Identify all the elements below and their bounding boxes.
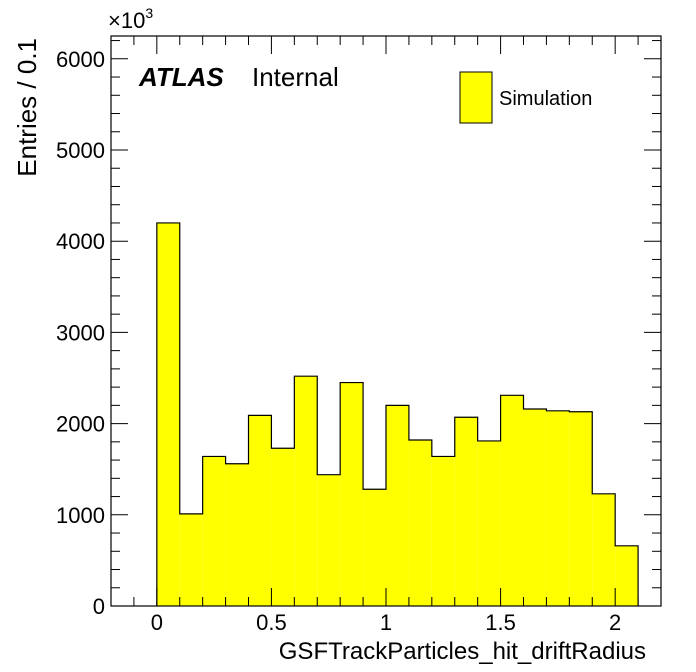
histogram-bin xyxy=(500,395,524,606)
histogram-bin xyxy=(569,411,593,606)
histogram-bin xyxy=(592,493,616,606)
histogram-bin xyxy=(386,405,409,606)
histogram-bin xyxy=(248,415,272,606)
y-axis-label: Entries / 0.1 xyxy=(12,38,42,177)
histogram-bin xyxy=(477,440,501,606)
histogram-bin xyxy=(431,456,455,606)
y-tick-label: 4000 xyxy=(56,229,105,254)
histogram-bin xyxy=(340,382,364,606)
histogram-bin xyxy=(271,448,295,606)
atlas-status-label: Internal xyxy=(252,62,339,92)
x-tick-label: 2 xyxy=(609,610,621,635)
histogram-bin xyxy=(179,513,203,606)
tick-marks xyxy=(110,36,662,607)
y-tick-label: 3000 xyxy=(56,320,105,345)
x-axis-label: GSFTrackParticles_hit_driftRadius xyxy=(279,638,646,665)
histogram-bin xyxy=(225,463,249,606)
histogram-bin xyxy=(317,474,341,606)
histogram-bin xyxy=(202,456,226,606)
x-tick-label: 1 xyxy=(380,610,392,635)
histogram-bin xyxy=(454,417,478,606)
legend-label: Simulation xyxy=(499,88,592,110)
atlas-label: ATLAS xyxy=(138,62,224,92)
histogram-bin xyxy=(408,440,432,606)
histogram-bin xyxy=(615,545,639,606)
x-tick-label: 0.5 xyxy=(256,610,287,635)
x-tick-label: 0 xyxy=(151,610,163,635)
histogram-outline xyxy=(156,222,639,606)
histogram-bin xyxy=(294,376,318,606)
legend-swatch xyxy=(459,71,493,124)
y-tick-label: 2000 xyxy=(56,412,105,437)
y-multiplier: ×103 xyxy=(108,5,153,33)
y-tick-label: 0 xyxy=(93,594,105,619)
y-tick-label: 6000 xyxy=(56,47,105,72)
histogram-bars xyxy=(156,222,639,606)
y-tick-label: 5000 xyxy=(56,138,105,163)
histogram-bin xyxy=(546,410,570,606)
y-tick-label: 1000 xyxy=(56,503,105,528)
histogram-bin xyxy=(523,409,547,606)
histogram-bin xyxy=(363,489,386,606)
y-multiplier-exponent: 3 xyxy=(145,5,153,21)
histogram-bin xyxy=(156,222,180,606)
tick-labels: 0 0.5 1 1.5 2 0 1000 2000 3000 4000 5000 6000 xyxy=(56,47,621,635)
x-tick-label: 1.5 xyxy=(485,610,516,635)
